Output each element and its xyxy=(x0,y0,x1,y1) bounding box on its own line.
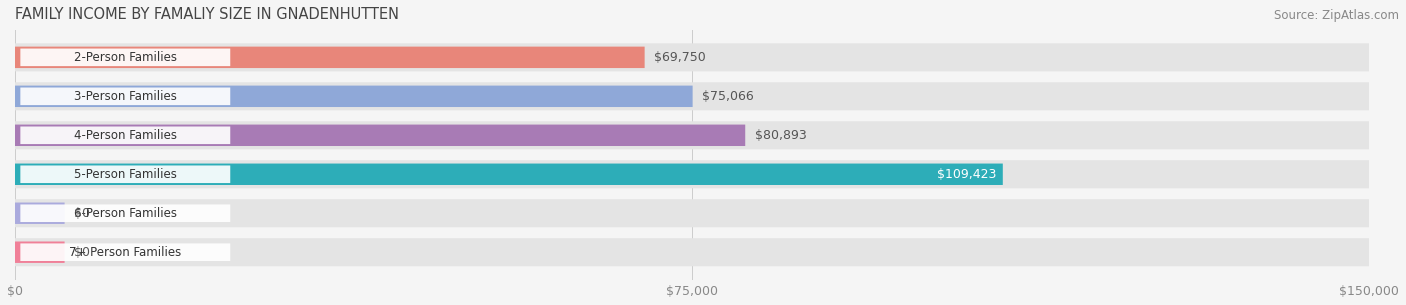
Text: 6-Person Families: 6-Person Families xyxy=(73,207,177,220)
FancyBboxPatch shape xyxy=(20,48,231,66)
Text: $75,066: $75,066 xyxy=(702,90,754,103)
Text: 4-Person Families: 4-Person Families xyxy=(73,129,177,142)
FancyBboxPatch shape xyxy=(15,238,1369,266)
FancyBboxPatch shape xyxy=(15,86,693,107)
FancyBboxPatch shape xyxy=(15,124,745,146)
Text: 5-Person Families: 5-Person Families xyxy=(75,168,177,181)
FancyBboxPatch shape xyxy=(15,203,65,224)
FancyBboxPatch shape xyxy=(15,47,644,68)
FancyBboxPatch shape xyxy=(15,121,1369,149)
FancyBboxPatch shape xyxy=(15,43,1369,71)
Text: 3-Person Families: 3-Person Families xyxy=(75,90,177,103)
Text: $109,423: $109,423 xyxy=(936,168,995,181)
FancyBboxPatch shape xyxy=(20,243,231,261)
FancyBboxPatch shape xyxy=(15,82,1369,110)
FancyBboxPatch shape xyxy=(15,242,65,263)
FancyBboxPatch shape xyxy=(20,88,231,105)
FancyBboxPatch shape xyxy=(15,163,1002,185)
FancyBboxPatch shape xyxy=(20,166,231,183)
Text: $80,893: $80,893 xyxy=(755,129,807,142)
Text: $0: $0 xyxy=(75,246,90,259)
FancyBboxPatch shape xyxy=(15,199,1369,227)
Text: $69,750: $69,750 xyxy=(654,51,706,64)
Text: Source: ZipAtlas.com: Source: ZipAtlas.com xyxy=(1274,9,1399,22)
Text: $0: $0 xyxy=(75,207,90,220)
FancyBboxPatch shape xyxy=(15,160,1369,188)
Text: 2-Person Families: 2-Person Families xyxy=(73,51,177,64)
Text: FAMILY INCOME BY FAMALIY SIZE IN GNADENHUTTEN: FAMILY INCOME BY FAMALIY SIZE IN GNADENH… xyxy=(15,7,399,22)
FancyBboxPatch shape xyxy=(20,204,231,222)
FancyBboxPatch shape xyxy=(20,127,231,144)
Text: 7+ Person Families: 7+ Person Families xyxy=(69,246,181,259)
